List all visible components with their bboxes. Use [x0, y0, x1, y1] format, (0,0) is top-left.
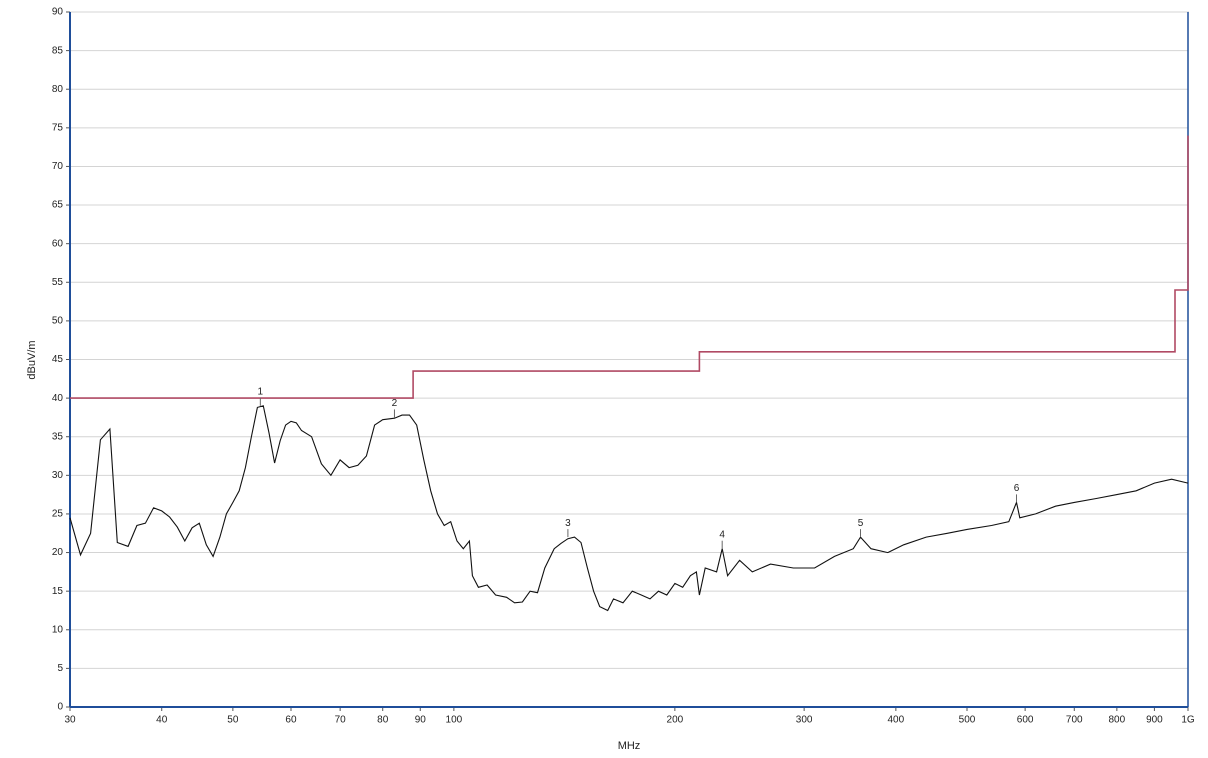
x-axis-label: MHz — [618, 740, 641, 752]
marker-label: 3 — [565, 518, 571, 529]
series-line — [70, 135, 1189, 399]
y-tick-label: 10 — [52, 624, 64, 635]
y-tick-label: 90 — [52, 7, 64, 18]
marker-label: 5 — [858, 518, 864, 529]
x-tick-label: 90 — [415, 715, 427, 726]
y-tick-label: 25 — [52, 509, 64, 520]
y-axis-label: dBuV/m — [26, 340, 38, 379]
x-tick-label: 80 — [377, 715, 389, 726]
y-tick-label: 80 — [52, 84, 64, 95]
x-tick-label: 500 — [959, 715, 976, 726]
x-tick-label: 900 — [1146, 715, 1163, 726]
x-tick-label: 1G — [1181, 715, 1195, 726]
y-tick-label: 65 — [52, 200, 64, 211]
y-tick-label: 60 — [52, 238, 64, 249]
y-tick-label: 0 — [57, 702, 63, 713]
x-tick-label: 400 — [888, 715, 905, 726]
x-tick-label: 40 — [156, 715, 168, 726]
x-tick-label: 60 — [285, 715, 297, 726]
y-tick-label: 30 — [52, 470, 64, 481]
y-tick-label: 40 — [52, 393, 64, 404]
y-tick-label: 5 — [57, 663, 63, 674]
y-tick-label: 15 — [52, 586, 64, 597]
y-tick-label: 50 — [52, 316, 64, 327]
y-tick-label: 75 — [52, 122, 64, 133]
marker-label: 4 — [719, 529, 725, 540]
marker-label: 6 — [1014, 483, 1020, 494]
marker-label: 2 — [392, 398, 398, 409]
x-tick-label: 200 — [667, 715, 684, 726]
x-tick-label: 100 — [446, 715, 463, 726]
y-tick-label: 45 — [52, 354, 64, 365]
x-tick-label: 50 — [227, 715, 239, 726]
x-tick-label: 70 — [335, 715, 347, 726]
x-tick-label: 700 — [1066, 715, 1083, 726]
y-tick-label: 35 — [52, 431, 64, 442]
y-tick-label: 85 — [52, 45, 64, 56]
marker-label: 1 — [258, 386, 264, 397]
series-line — [69, 405, 1189, 612]
x-tick-label: 600 — [1017, 715, 1034, 726]
y-tick-label: 20 — [52, 547, 64, 558]
x-tick-label: 30 — [64, 715, 76, 726]
x-tick-label: 800 — [1109, 715, 1126, 726]
y-tick-label: 55 — [52, 277, 64, 288]
y-tick-label: 70 — [52, 161, 64, 172]
x-tick-label: 300 — [796, 715, 813, 726]
